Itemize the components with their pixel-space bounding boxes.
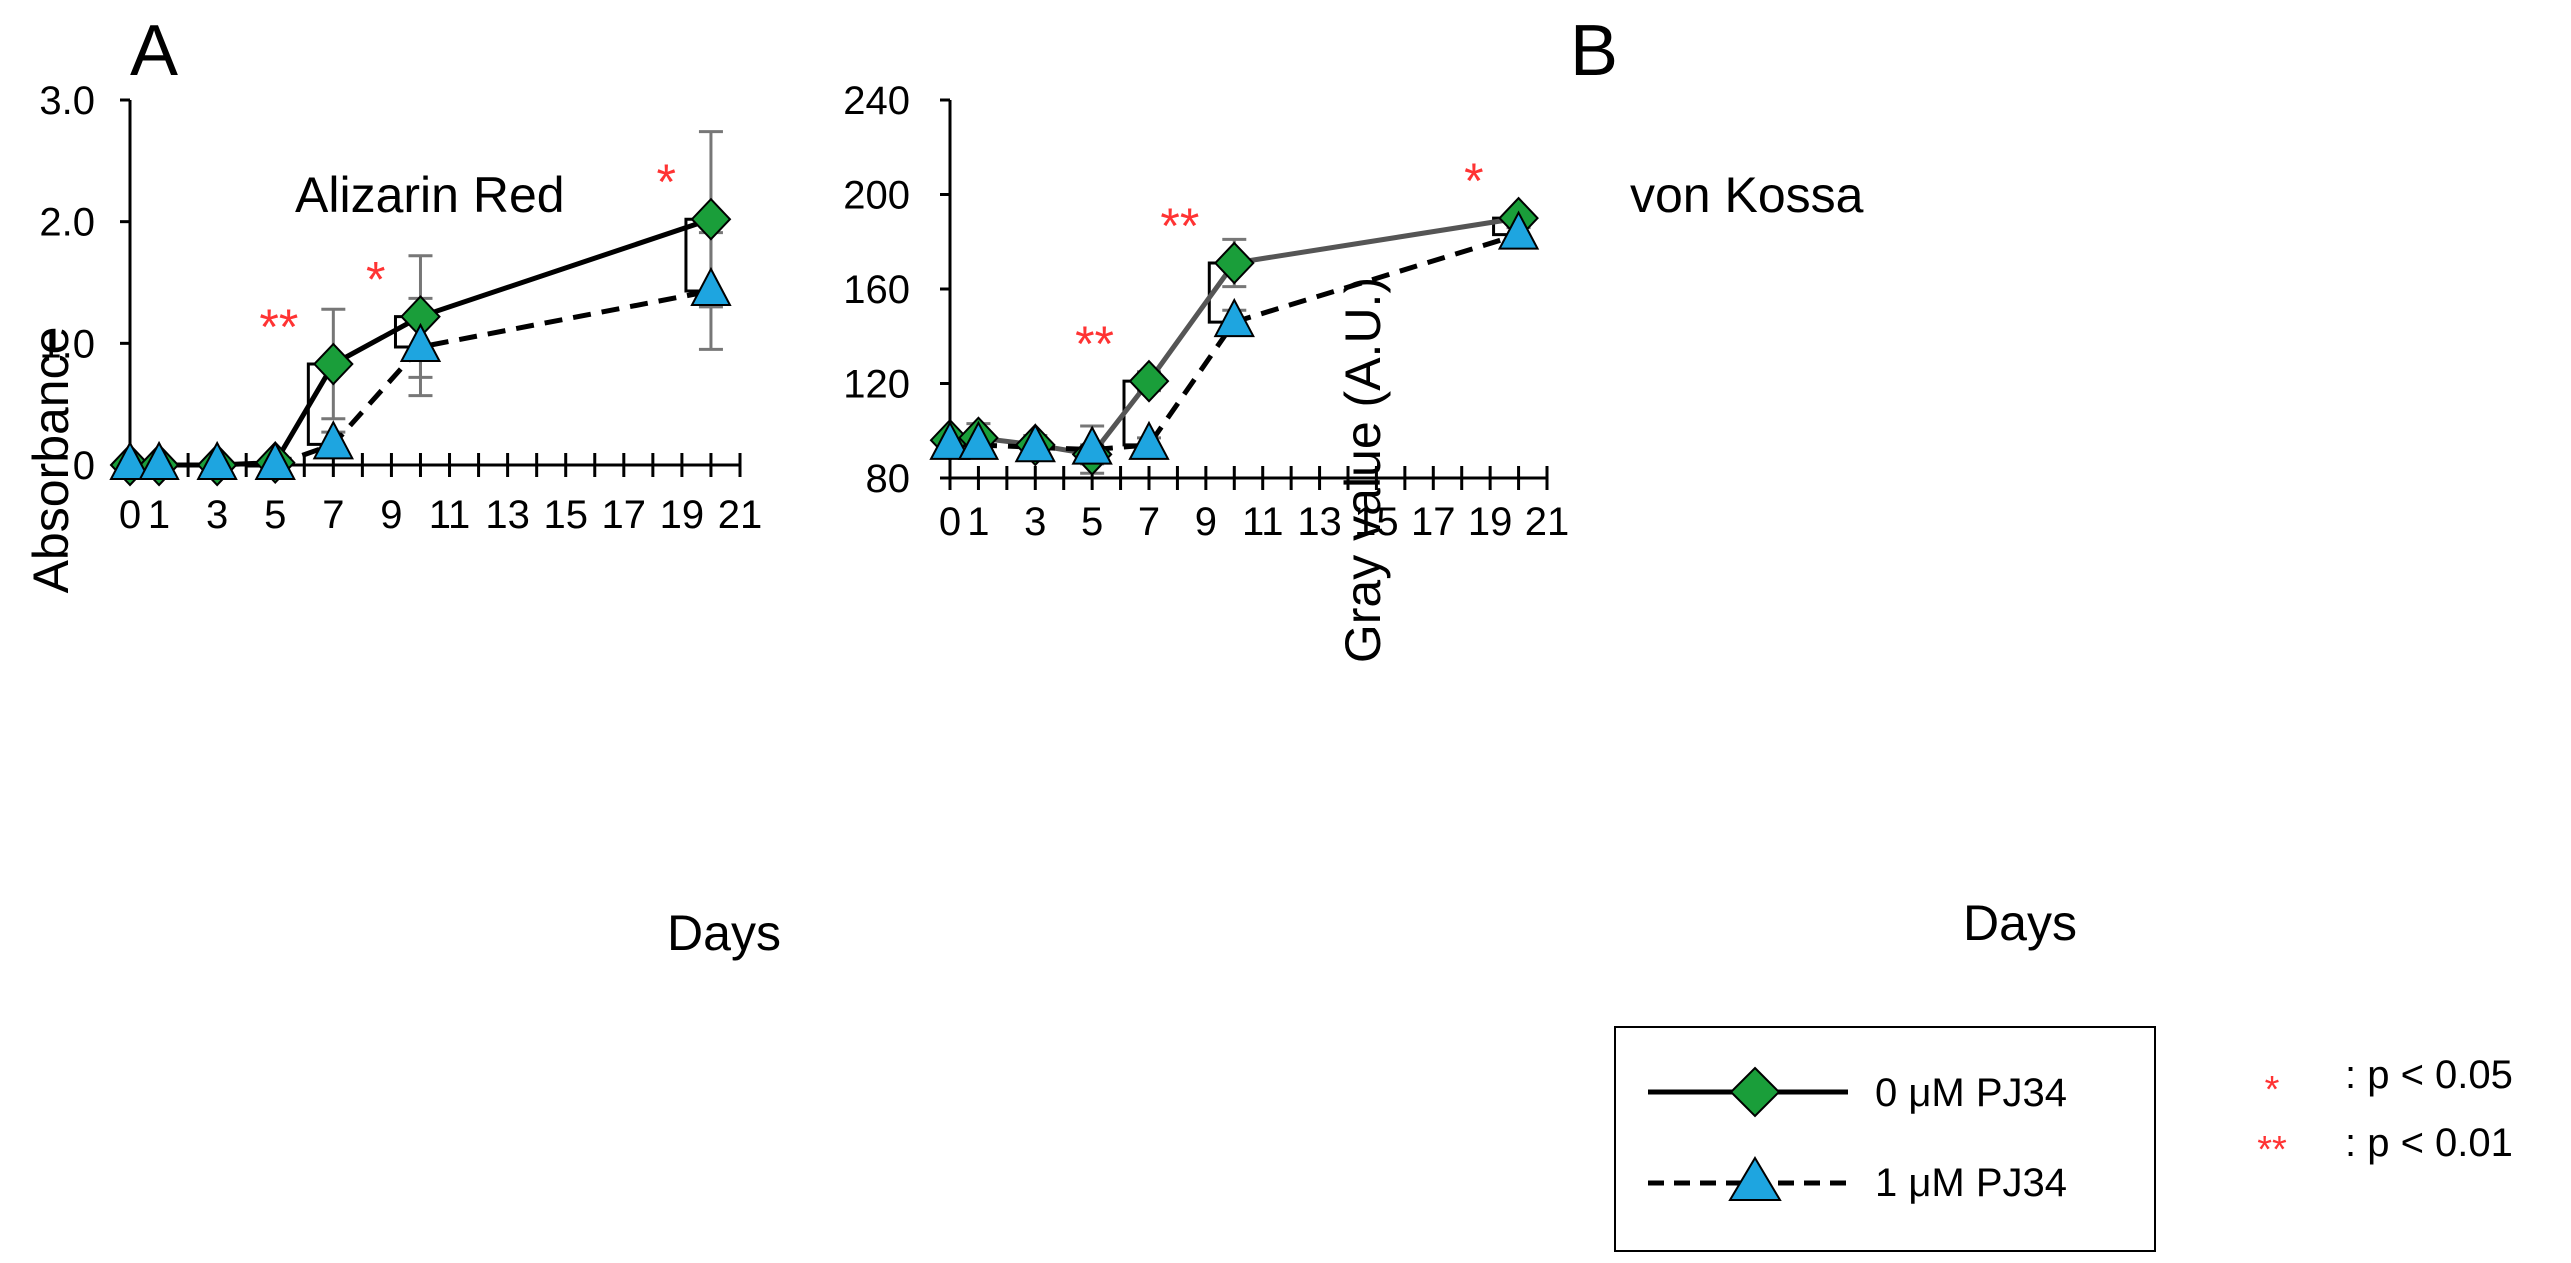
y-tick-label: 240 <box>843 79 910 123</box>
data-point-triangle <box>138 440 180 480</box>
x-tick-label: 17 <box>602 493 647 537</box>
x-tick-label: 11 <box>429 493 471 537</box>
data-point-triangle <box>1128 420 1170 460</box>
data-point-triangle <box>1071 425 1113 465</box>
significance-asterisk: ** <box>1075 316 1114 372</box>
panel-letter-a: A <box>130 11 178 91</box>
x-tick-label: 5 <box>1081 500 1103 544</box>
data-point-triangle <box>109 440 151 480</box>
data-point-diamond <box>1213 241 1255 285</box>
data-point-triangle <box>957 420 1000 460</box>
panel-b-title: von Kossa <box>1630 167 1864 223</box>
y-tick-label: 200 <box>843 174 910 218</box>
significance-asterisk: * <box>1464 153 1483 209</box>
legend-box <box>1614 1026 2156 1252</box>
data-point-triangle <box>929 420 971 460</box>
panel-a-plot-area: 01.02.03.00 1 3 5 7 9 11 13 15 17 19 21**** <box>39 79 762 537</box>
x-tick-label: 15 <box>543 493 588 537</box>
x-tick-label: 21 <box>1525 500 1570 544</box>
legend-diamond-icon <box>1729 1066 1781 1118</box>
panel-a-y-axis-title: Absorbance <box>23 327 79 594</box>
legend-sig2-symbol: ** <box>2257 1129 2287 1171</box>
x-tick-label: 3 <box>206 493 228 537</box>
y-tick-label: 1.0 <box>39 322 95 366</box>
data-point-triangle <box>399 322 442 362</box>
legend-sig1-label: : p < 0.05 <box>2345 1053 2513 1097</box>
legend-sig1-symbol: * <box>2265 1069 2280 1111</box>
x-tick-label: 13 <box>1297 500 1342 544</box>
x-tick-label: 1 <box>148 493 170 537</box>
panel-a: A Alizarin Red Days Absorbance 0 1.0 2.0 3.… <box>23 11 781 961</box>
panel-b: B von Kossa Days Gray value (A.U.) 80120… <box>843 11 2077 951</box>
x-tick-label: 13 <box>485 493 530 537</box>
y-tick-label: 80 <box>866 457 911 501</box>
legend-triangle-icon <box>1728 1156 1782 1201</box>
data-point-triangle <box>1497 210 1540 250</box>
legend-label-0uM: 0 μM PJ34 <box>1875 1071 2067 1115</box>
x-tick-label: 21 <box>718 493 763 537</box>
legend: 0 μM PJ34 1 μM PJ34 * : p < 0.05 ** : p … <box>1614 1026 2513 1252</box>
x-tick-label: 7 <box>1138 500 1160 544</box>
significance-asterisk: * <box>656 154 675 210</box>
significance-asterisk: ** <box>259 299 298 355</box>
panel-a-title: Alizarin Red <box>295 167 565 223</box>
data-point-triangle <box>1213 297 1255 338</box>
x-tick-label: 3 <box>1024 500 1046 544</box>
data-point-diamond <box>312 342 354 386</box>
panel-letter-b: B <box>1570 11 1618 91</box>
x-tick-label: 15 <box>1354 500 1399 544</box>
data-point-triangle <box>254 440 296 480</box>
x-tick-label: 1 <box>967 500 989 544</box>
x-tick-label: 7 <box>322 493 344 537</box>
x-tick-label: 0 <box>119 493 141 537</box>
x-tick-label: 17 <box>1411 500 1456 544</box>
x-tick-label: 19 <box>660 493 705 537</box>
data-point-triangle <box>690 266 732 307</box>
x-tick-label: 5 <box>264 493 286 537</box>
x-tick-label: 0 <box>939 500 961 544</box>
significance-bracket <box>684 217 700 293</box>
panel-b-x-axis-title: Days <box>1963 895 2077 951</box>
x-tick-label: 9 <box>1195 500 1217 544</box>
y-tick-label: 120 <box>843 363 910 407</box>
x-tick-label: 9 <box>380 493 402 537</box>
significance-asterisk: ** <box>1160 198 1199 254</box>
data-point-diamond <box>690 197 732 241</box>
y-tick-label: 2.0 <box>39 201 95 245</box>
data-point-triangle <box>312 420 354 460</box>
y-tick-label: 160 <box>843 268 910 312</box>
y-tick-label: 0 <box>73 444 95 488</box>
panel-a-x-axis-title: Days <box>667 905 781 961</box>
data-point-diamond <box>1128 359 1170 403</box>
legend-sig2-label: : p < 0.01 <box>2345 1121 2513 1165</box>
panel-b-y-axis-title: Gray value (A.U.) <box>1335 277 1391 663</box>
y-tick-label: 3.0 <box>39 79 95 123</box>
x-tick-label: 11 <box>1242 500 1284 544</box>
data-point-triangle <box>1014 423 1056 463</box>
significance-asterisk: * <box>366 252 385 308</box>
x-tick-label: 19 <box>1468 500 1513 544</box>
data-point-triangle <box>196 440 238 480</box>
legend-label-1uM: 1 μM PJ34 <box>1875 1161 2067 1205</box>
